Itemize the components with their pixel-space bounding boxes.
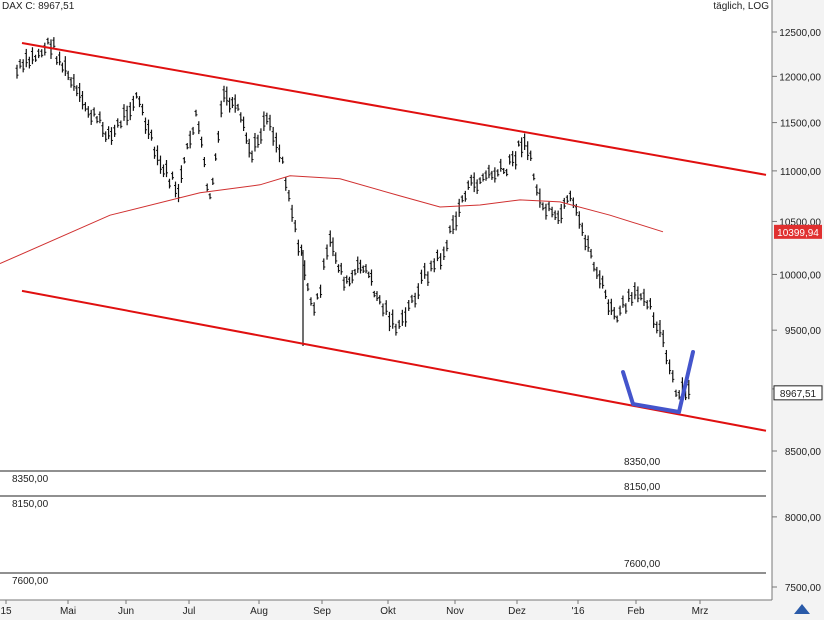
y-tick-label: 7500,00 — [785, 583, 822, 594]
chart-settings-icon[interactable] — [794, 604, 810, 614]
last-price-marker — [773, 385, 823, 401]
x-tick-label: '16 — [571, 606, 584, 617]
x-tick-label: Feb — [627, 606, 645, 617]
reversal-annotation — [621, 350, 695, 414]
y-tick-label: 11000,00 — [780, 167, 821, 178]
x-tick-label: Aug — [250, 606, 268, 617]
y-tick-label: 8000,00 — [785, 513, 822, 524]
support-label-left: 7600,00 — [12, 576, 49, 587]
interval-label: täglich, LOG — [713, 1, 769, 12]
x-tick-label: 15 — [0, 606, 12, 617]
ma-value-marker — [774, 224, 822, 239]
price-axis-panel — [772, 0, 824, 600]
support-label-right: 7600,00 — [624, 559, 661, 570]
channel-lower-line — [21, 289, 767, 432]
support-label-left: 8350,00 — [12, 474, 49, 485]
x-tick-label: Mai — [60, 606, 76, 617]
y-tick-label: 12500,00 — [779, 28, 821, 39]
x-tick-label: Okt — [380, 606, 396, 617]
support-label-right: 8350,00 — [624, 457, 661, 468]
symbol-label: DAX C: 8967,51 — [2, 1, 75, 12]
y-tick-label: 10500,00 — [779, 217, 821, 228]
y-tick-label: 8500,00 — [785, 447, 822, 458]
x-tick-label: Sep — [313, 606, 331, 617]
x-tick-label: Nov — [446, 606, 464, 617]
moving-average-line — [0, 175, 664, 265]
ma-value-label: 10399,94 — [777, 228, 819, 239]
last-price-label: 8967,51 — [780, 389, 817, 400]
support-label-left: 8150,00 — [12, 499, 49, 510]
time-axis-panel — [0, 600, 824, 620]
x-tick-label: Dez — [508, 606, 526, 617]
x-tick-label: Jun — [118, 606, 134, 617]
y-tick-label: 9500,00 — [785, 326, 822, 337]
y-tick-label: 11500,00 — [780, 119, 821, 130]
x-tick-label: Jul — [183, 606, 196, 617]
y-tick-label: 12000,00 — [779, 72, 821, 83]
support-label-right: 8150,00 — [624, 482, 661, 493]
y-tick-label: 10000,00 — [779, 270, 821, 281]
channel-upper-line — [21, 42, 767, 176]
x-tick-label: Mrz — [692, 606, 709, 617]
